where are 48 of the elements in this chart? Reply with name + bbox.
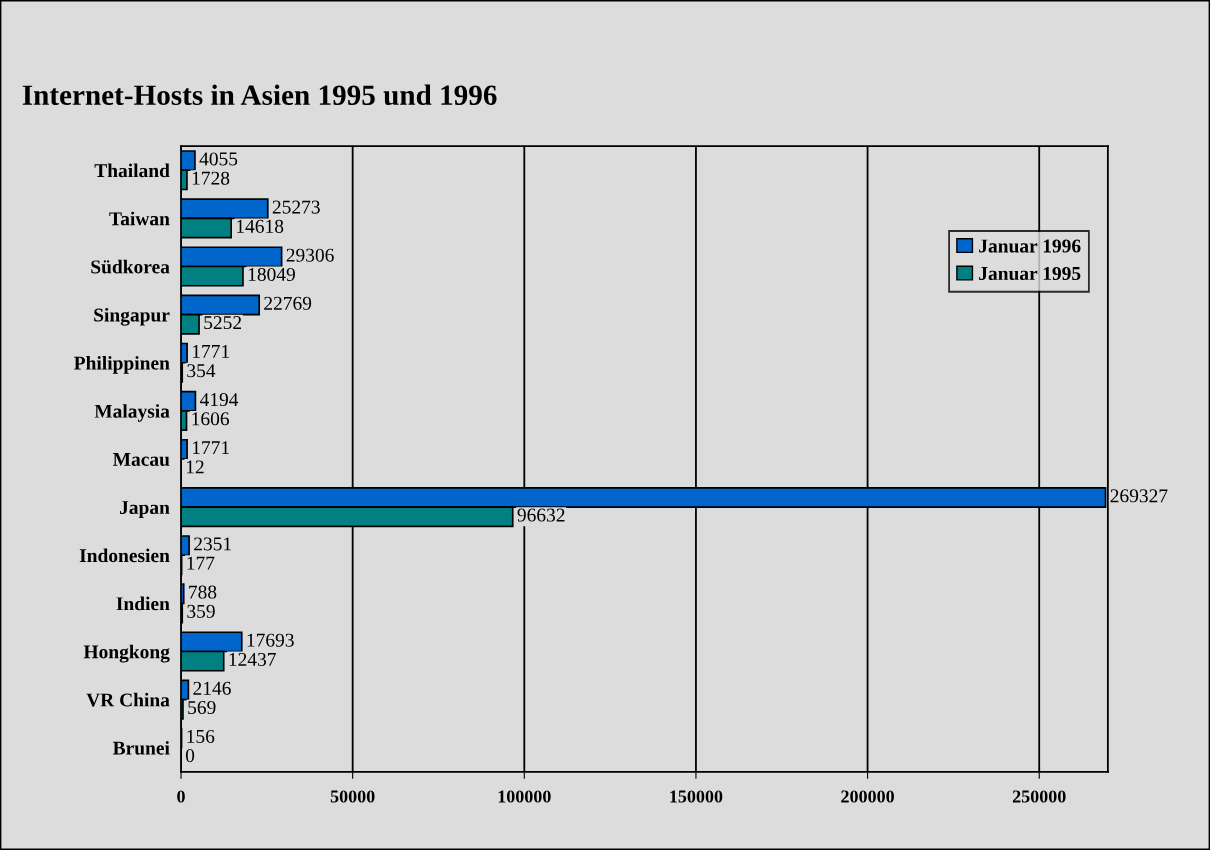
data-label: 269327 (1110, 489, 1168, 503)
y-tick-label: Indonesien (79, 548, 170, 563)
data-label: 5252 (204, 316, 242, 330)
data-label: 1728 (192, 171, 230, 185)
data-label: 17693 (247, 633, 294, 647)
y-tick-label: VR China (86, 692, 170, 707)
y-tick-label: Macau (112, 453, 170, 466)
x-tick-label: 250000 (1012, 790, 1066, 803)
legend-label: Januar 1995 (979, 266, 1081, 281)
data-label: 569 (188, 701, 216, 715)
y-tick-label: Malaysia (94, 404, 170, 422)
data-label: 12 (186, 460, 204, 474)
data-label: 354 (187, 364, 216, 378)
data-label: 96632 (517, 508, 565, 522)
data-label: 1771 (192, 441, 229, 455)
y-tick-label: Indien (116, 596, 170, 611)
y-tick-label: Brunei (112, 740, 170, 755)
x-tick-label: 0 (177, 790, 185, 803)
data-label: 177 (187, 556, 215, 570)
data-label: 29306 (286, 248, 334, 262)
data-label: 788 (189, 585, 217, 599)
x-tick-label: 150000 (670, 790, 723, 803)
data-label: 1771 (192, 344, 229, 358)
legend-label: Januar 1996 (979, 239, 1081, 253)
y-tick-label: Taiwan (109, 211, 170, 226)
y-tick-label: Philippinen (74, 356, 170, 374)
x-tick-label: 50000 (330, 790, 375, 803)
y-tick-label: Hongkong (83, 644, 170, 663)
data-label: 22769 (264, 296, 312, 310)
data-label: 18049 (248, 267, 295, 281)
data-label: 4194 (199, 393, 239, 407)
data-label: 14618 (237, 219, 284, 233)
chart-title: Internet-Hosts in Asien 1995 und 1996 (22, 84, 497, 106)
x-tick-label: 200000 (841, 790, 894, 803)
data-label: 2146 (193, 681, 231, 695)
y-tick-label: Japan (119, 501, 170, 519)
data-label: 12437 (229, 652, 276, 666)
data-label: 156 (187, 729, 215, 743)
data-label: 4055 (199, 152, 238, 166)
y-tick-label: Thailand (94, 163, 170, 178)
data-label: 1606 (192, 412, 229, 426)
data-label: 359 (187, 604, 215, 618)
y-tick-label: Südkorea (91, 259, 170, 274)
x-tick-label: 100000 (498, 790, 551, 803)
data-label: 2351 (194, 537, 231, 551)
data-label: 25273 (272, 200, 320, 214)
data-label: 0 (185, 749, 195, 763)
y-tick-label: Singapur (94, 307, 170, 326)
